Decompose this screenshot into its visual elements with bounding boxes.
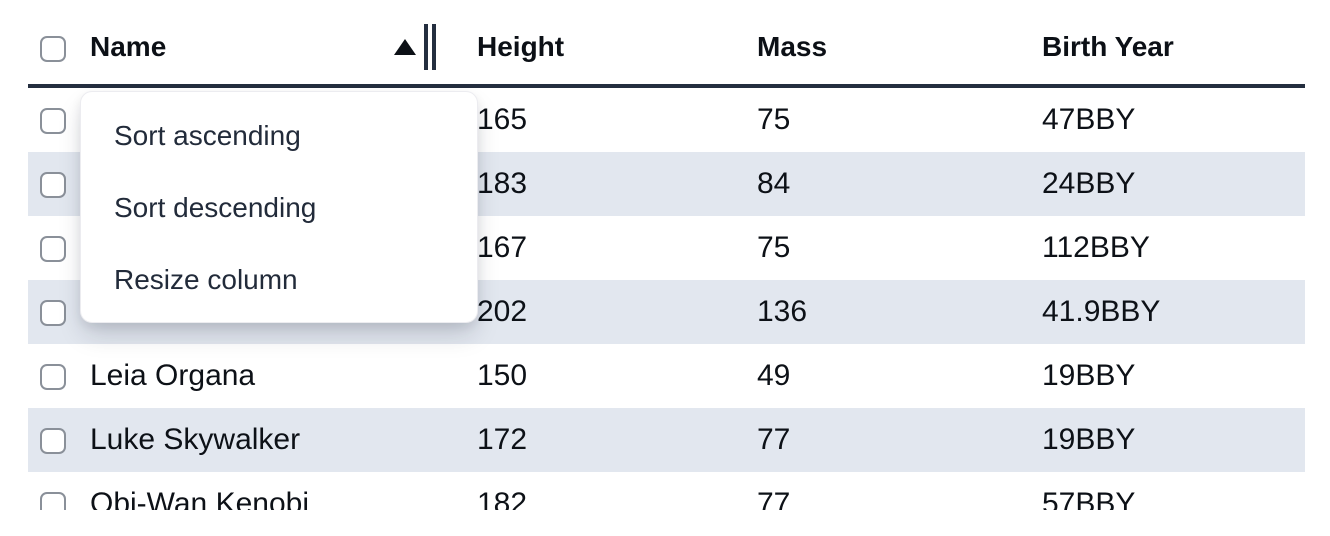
row-checkbox[interactable] — [40, 108, 66, 135]
select-all-cell — [28, 31, 78, 63]
table-row: Obi-Wan Kenobi 182 77 57BBY — [28, 472, 1305, 510]
row-checkbox[interactable] — [40, 492, 66, 510]
row-checkbox[interactable] — [40, 428, 66, 455]
cell-birth-year: 24BBY — [1042, 167, 1136, 200]
cell-birth-year: 41.9BBY — [1042, 295, 1161, 328]
cell-height: 183 — [477, 167, 528, 200]
cell-height: 167 — [477, 231, 528, 264]
cell-height: 202 — [477, 295, 528, 328]
cell-mass: 75 — [757, 231, 791, 264]
cell-birth-year: 112BBY — [1042, 231, 1150, 264]
row-checkbox-cell — [28, 167, 78, 201]
row-checkbox[interactable] — [40, 300, 66, 327]
resize-bar — [432, 24, 436, 70]
cell-mass: 49 — [757, 359, 791, 392]
cell-name: Leia Organa — [90, 359, 256, 392]
menu-item-sort-descending[interactable]: Sort descending — [114, 192, 317, 223]
row-checkbox[interactable] — [40, 172, 66, 199]
column-header-mass[interactable]: Mass — [757, 31, 828, 62]
table-header-row: Name Height Mass Birth Year — [28, 10, 1305, 88]
table-row: 202 136 41.9BBY — [28, 280, 1305, 344]
cell-birth-year: 19BBY — [1042, 423, 1136, 456]
cell-mass: 136 — [757, 295, 808, 328]
table-row: Luke Skywalker 172 77 19BBY — [28, 408, 1305, 472]
cell-height: 182 — [477, 487, 528, 510]
cell-name: Luke Skywalker — [90, 423, 301, 456]
row-checkbox-cell — [28, 103, 78, 137]
column-header-name-label: Name — [90, 31, 167, 62]
table-row: 167 75 112BBY — [28, 216, 1305, 280]
row-checkbox-cell — [28, 231, 78, 265]
row-checkbox-cell — [28, 295, 78, 329]
cell-height: 172 — [477, 423, 528, 456]
cell-mass: 84 — [757, 167, 791, 200]
cell-mass: 75 — [757, 103, 791, 136]
column-header-name[interactable]: Name — [78, 10, 465, 84]
cell-birth-year: 47BBY — [1042, 103, 1136, 136]
column-resize-handle-icon[interactable] — [424, 24, 436, 70]
row-checkbox-cell — [28, 487, 78, 510]
row-checkbox-cell — [28, 423, 78, 457]
column-header-height[interactable]: Height — [477, 31, 565, 62]
sort-ascending-icon — [394, 39, 416, 55]
column-header-birth-year[interactable]: Birth Year — [1042, 31, 1174, 62]
cell-mass: 77 — [757, 423, 791, 456]
column-context-menu: Sort ascending Sort descending Resize co… — [80, 91, 478, 323]
cell-height: 165 — [477, 103, 528, 136]
row-checkbox[interactable] — [40, 236, 66, 263]
row-checkbox[interactable] — [40, 364, 66, 391]
menu-item-resize-column[interactable]: Resize column — [114, 264, 298, 295]
cell-mass: 77 — [757, 487, 791, 510]
menu-item-sort-ascending[interactable]: Sort ascending — [114, 120, 301, 151]
table-row: Leia Organa 150 49 19BBY — [28, 344, 1305, 408]
cell-height: 150 — [477, 359, 528, 392]
cell-name: Obi-Wan Kenobi — [90, 487, 309, 510]
cell-birth-year: 19BBY — [1042, 359, 1136, 392]
resize-bar — [424, 24, 428, 70]
table-row: 165 75 47BBY — [28, 88, 1305, 152]
table-viewport: Name Height Mass Birth Year 165 75 47BBY… — [28, 0, 1305, 510]
cell-birth-year: 57BBY — [1042, 487, 1136, 510]
table-body: 165 75 47BBY 183 84 24BBY 167 75 112BBY … — [28, 88, 1305, 510]
row-checkbox-cell — [28, 359, 78, 393]
select-all-checkbox[interactable] — [40, 35, 66, 62]
